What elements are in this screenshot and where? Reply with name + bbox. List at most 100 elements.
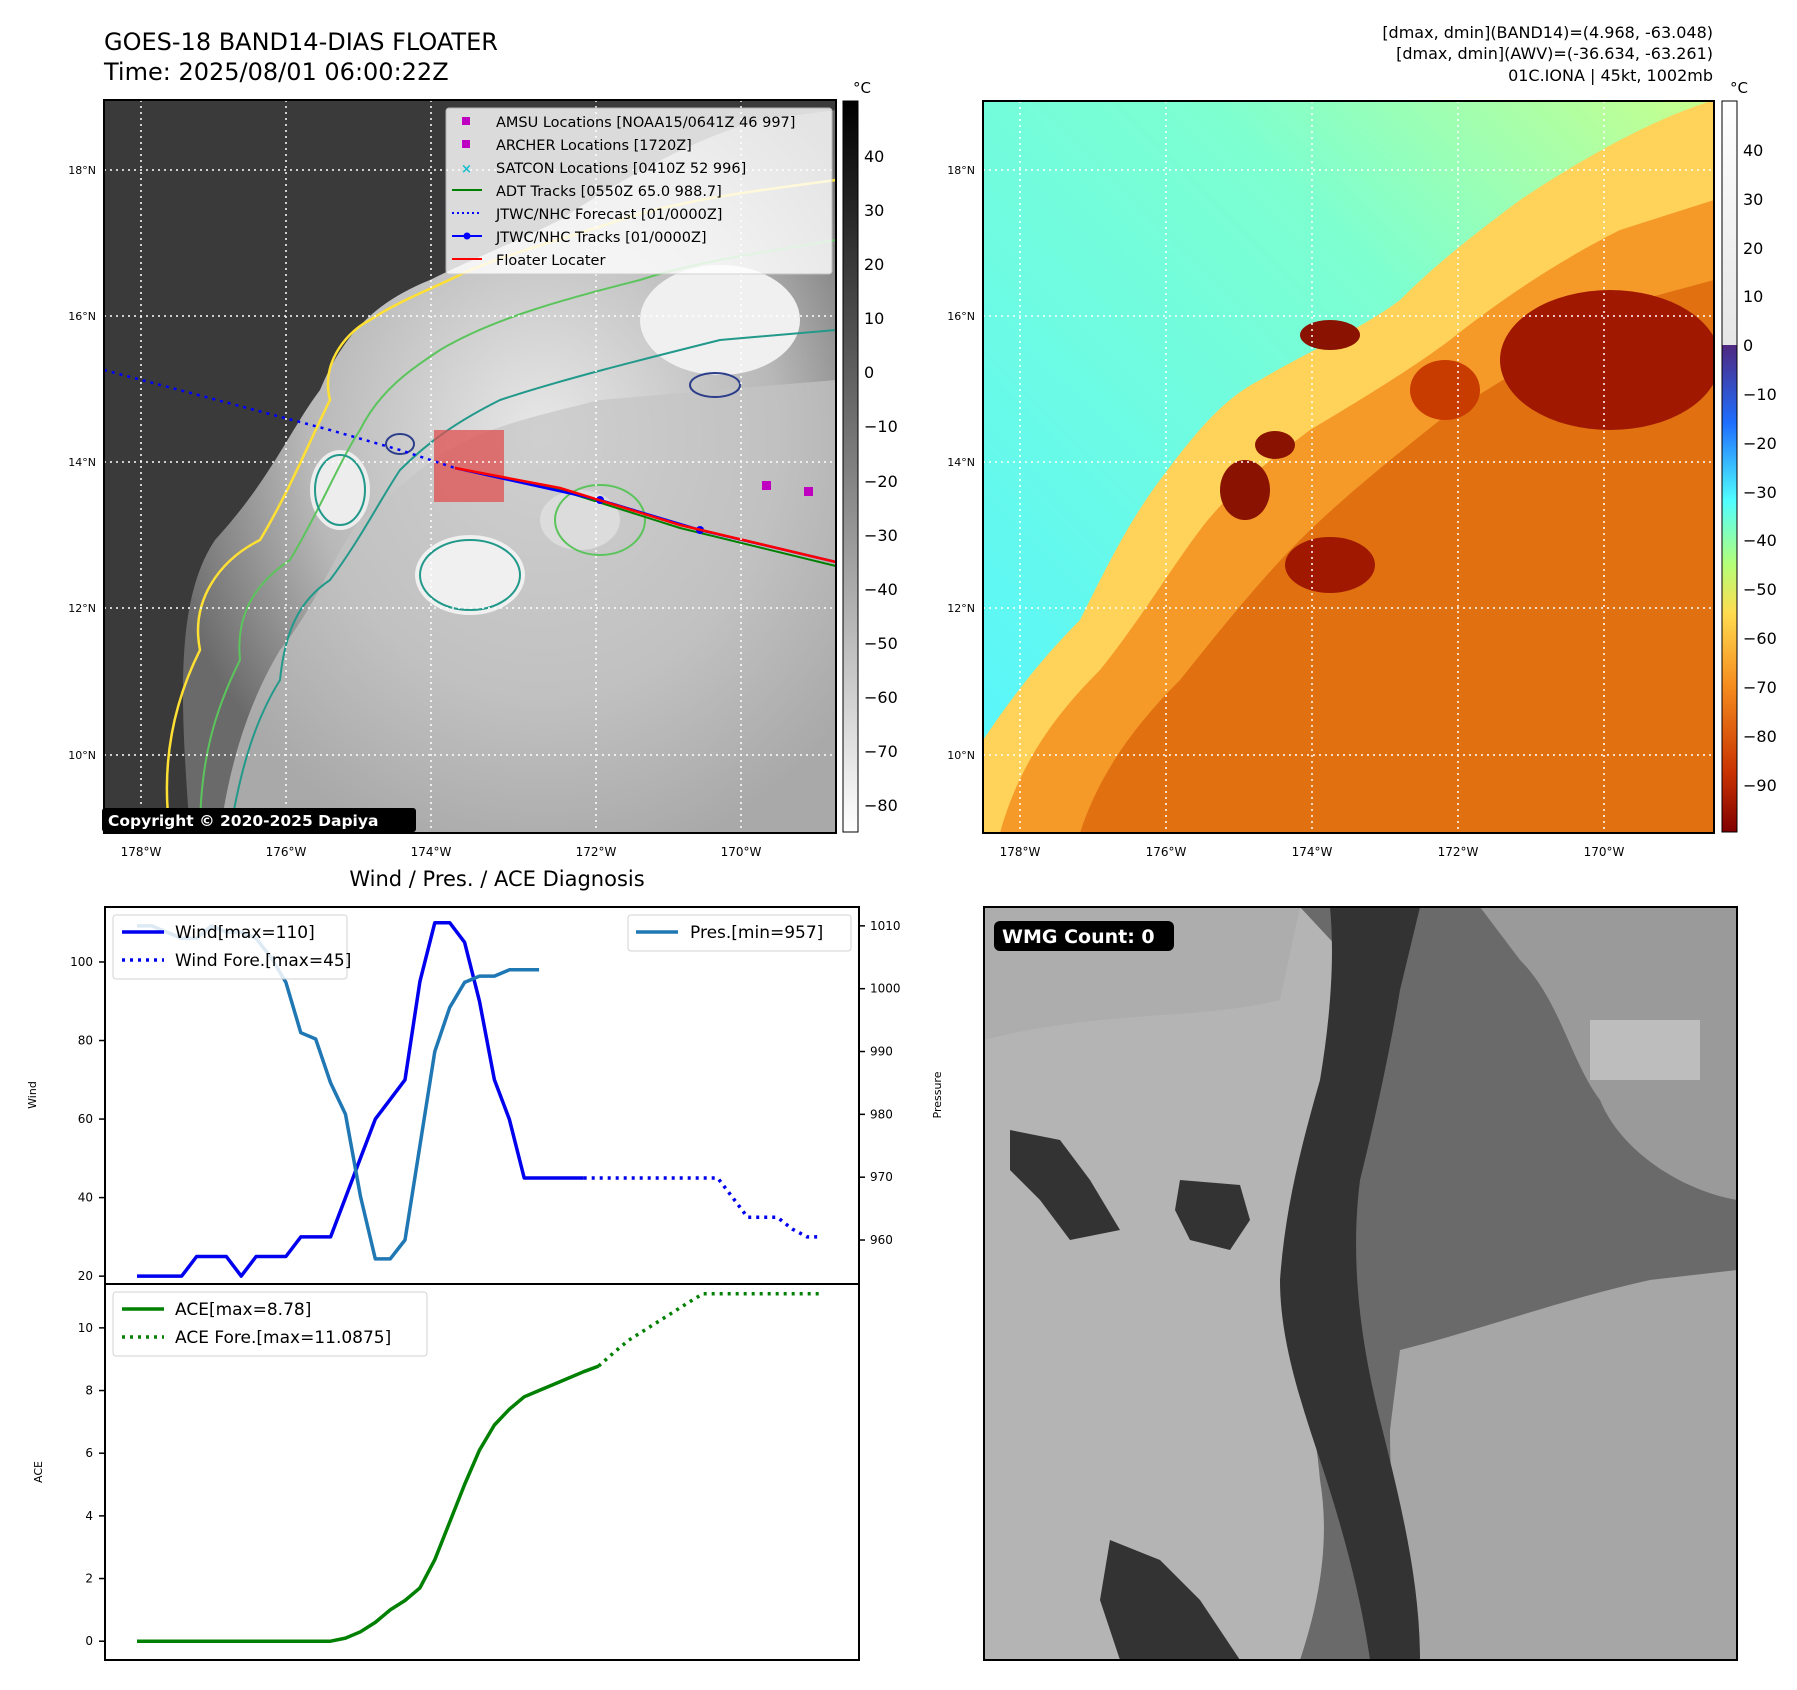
svg-text:−30: −30 (864, 526, 898, 545)
svg-text:−60: −60 (864, 688, 898, 707)
ace-tick-label: 8 (85, 1384, 93, 1398)
color-colorbar-unit: °C (1730, 79, 1748, 97)
contour-green (199, 239, 836, 833)
legend-ace: ACE[max=8.78] (175, 1300, 311, 1320)
ace-legend: ACE[max=8.78] ACE Fore.[max=11.0875] (112, 1291, 428, 1357)
floater-locater-box (434, 430, 504, 502)
svg-text:16°N: 16°N (68, 310, 96, 323)
svg-text:20: 20 (864, 255, 884, 274)
awv-lon-labels: 178°W 176°W 174°W 172°W 170°W (1000, 845, 1625, 859)
svg-text:174°W: 174°W (411, 845, 452, 859)
legend-floater: Floater Locater (496, 253, 605, 269)
svg-text:−50: −50 (864, 634, 898, 653)
svg-text:170°W: 170°W (1584, 845, 1625, 859)
wind-pressure-chart: 20 40 60 80 100 960 970 980 990 1000 1010 Wind Pre… (26, 906, 944, 1285)
series-line-0 (137, 920, 584, 1278)
svg-text:−60: −60 (1743, 629, 1777, 648)
ace-axis-label: ACE (32, 1461, 45, 1483)
legend-archer: ARCHER Locations [1720Z] (496, 138, 692, 154)
awv-lat-labels: 18°N 16°N 14°N 12°N 10°N (947, 164, 975, 762)
archer-marker (804, 487, 813, 496)
copyright-text: Copyright © 2020-2025 Dapiya (108, 812, 378, 830)
svg-text:172°W: 172°W (576, 845, 617, 859)
svg-text:178°W: 178°W (1000, 845, 1041, 859)
svg-text:−20: −20 (864, 472, 898, 491)
svg-text:16°N: 16°N (947, 310, 975, 323)
dmax-awv: [dmax, dmin](AWV)=(-36.634, -63.261) (1396, 44, 1713, 63)
ace-tick-label: 6 (85, 1446, 93, 1460)
wind-legend: Wind[max=110] Wind Fore.[max=45] (112, 914, 351, 980)
svg-text:−30: −30 (1743, 483, 1777, 502)
wmg-count-badge (994, 921, 1174, 951)
ace-tick-label: 10 (78, 1321, 93, 1335)
svg-text:−20: −20 (1743, 434, 1777, 453)
wind-tick-label: 80 (78, 1034, 93, 1048)
pressure-tick-label: 980 (870, 1107, 893, 1121)
awv-map-grid (983, 101, 1714, 833)
pressure-tick-label: 1000 (870, 982, 901, 996)
wind-tick-label: 60 (78, 1112, 93, 1126)
svg-text:−40: −40 (1743, 531, 1777, 550)
awv-map-panel: 18°N 16°N 14°N 12°N 10°N 178°W 176°W 174… (947, 100, 1715, 859)
pressure-tick-label: 970 (870, 1170, 893, 1184)
svg-text:−80: −80 (864, 796, 898, 815)
dmax-band14: [dmax, dmin](BAND14)=(4.968, -63.048) (1382, 23, 1713, 42)
svg-text:178°W: 178°W (121, 845, 162, 859)
svg-text:174°W: 174°W (1292, 845, 1333, 859)
svg-text:−50: −50 (1743, 580, 1777, 599)
svg-text:18°N: 18°N (68, 164, 96, 177)
svg-text:−70: −70 (864, 742, 898, 761)
wmg-panel: WMG Count: 0 (983, 906, 1738, 1661)
ir-map-panel: AMSU Locations [NOAA15/0641Z 46 997] ARC… (68, 99, 837, 859)
svg-text:0: 0 (1743, 336, 1753, 355)
legend-jtwc-forecast: JTWC/NHC Forecast [01/0000Z] (495, 207, 722, 223)
wind-tick-label: 20 (78, 1269, 93, 1283)
pressure-axis-label: Pressure (931, 1071, 944, 1118)
legend-amsu: AMSU Locations [NOAA15/0641Z 46 997] (496, 115, 795, 131)
ir-lon-labels: 178°W 176°W 174°W 172°W 170°W (121, 845, 762, 859)
legend-satcon: SATCON Locations [0410Z 52 996] (496, 161, 746, 177)
svg-text:30: 30 (864, 201, 884, 220)
color-colorbar: °C 40 30 20 10 0 −10 −20 −30 −40 −50 −60… (1721, 79, 1777, 833)
svg-text:−70: −70 (1743, 678, 1777, 697)
pressure-tick-label: 990 (870, 1045, 893, 1059)
svg-text:−10: −10 (864, 417, 898, 436)
svg-text:10°N: 10°N (68, 749, 96, 762)
svg-text:170°W: 170°W (721, 845, 762, 859)
legend-ace-forecast: ACE Fore.[max=11.0875] (175, 1328, 391, 1348)
pressure-legend: Pres.[min=957] (627, 914, 852, 952)
contour-teal (229, 329, 836, 833)
svg-text:18°N: 18°N (947, 164, 975, 177)
copyright-badge (102, 808, 416, 832)
diagnosis-title: Wind / Pres. / ACE Diagnosis (349, 867, 644, 891)
pressure-tick-label: 960 (870, 1233, 893, 1247)
ace-tick-label: 4 (85, 1509, 93, 1523)
floater-locater-line (454, 466, 836, 564)
gray-colorbar-ticks: 40 30 20 10 0 −10 −20 −30 −40 −50 −60 −7… (864, 147, 898, 815)
svg-text:−10: −10 (1743, 385, 1777, 404)
wind-tick-label: 100 (70, 955, 93, 969)
svg-text:176°W: 176°W (1146, 845, 1187, 859)
svg-text:0: 0 (864, 363, 874, 382)
svg-text:−90: −90 (1743, 776, 1777, 795)
svg-text:176°W: 176°W (266, 845, 307, 859)
ace-series-line-0 (137, 1364, 600, 1643)
ace-series-line-1 (597, 1292, 822, 1368)
svg-text:−80: −80 (1743, 727, 1777, 746)
wind-axis-label: Wind (26, 1081, 39, 1109)
gray-colorbar-unit: °C (853, 79, 871, 97)
svg-text:10: 10 (1743, 287, 1763, 306)
svg-text:10: 10 (864, 309, 884, 328)
svg-text:30: 30 (1743, 190, 1763, 209)
svg-text:14°N: 14°N (68, 456, 96, 469)
pressure-tick-label: 1010 (870, 919, 901, 933)
ir-lat-labels: 18°N 16°N 14°N 12°N 10°N (68, 164, 96, 762)
svg-text:10°N: 10°N (947, 749, 975, 762)
svg-text:12°N: 12°N (947, 602, 975, 615)
ace-chart: 0 2 4 6 8 10 ACE ACE[max=8.78] ACE Fore.[max=… (32, 1283, 860, 1661)
wmg-dark-band (1280, 907, 1420, 1660)
svg-text:12°N: 12°N (68, 602, 96, 615)
figure-time: Time: 2025/08/01 06:00:22Z (103, 58, 449, 86)
svg-text:14°N: 14°N (947, 456, 975, 469)
